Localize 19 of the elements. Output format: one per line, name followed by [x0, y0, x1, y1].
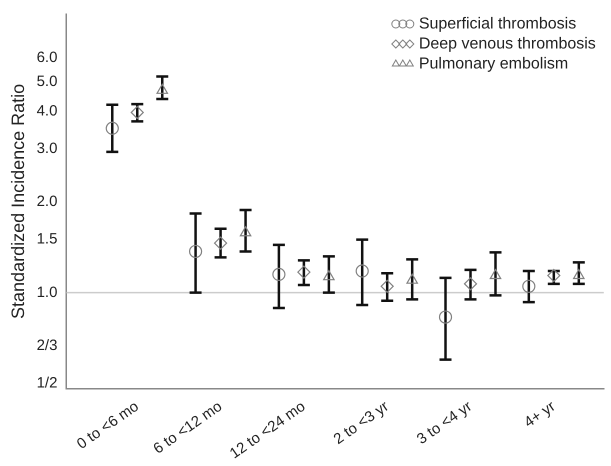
y-tick-label: 1.5	[36, 230, 58, 248]
y-tick-label: 4.0	[36, 102, 58, 120]
x-tick-label: 6 to <12 mo	[150, 398, 226, 458]
y-tick-label: 1/2	[36, 374, 58, 392]
x-tick-label: 4+ yr	[521, 398, 558, 432]
legend-label: Superficial thrombosis	[418, 15, 576, 32]
y-tick-label: 6.0	[36, 49, 58, 66]
y-tick-label: 2/3	[36, 336, 58, 354]
x-tick-label: 2 to <3 yr	[330, 398, 392, 448]
y-tick-label: 1.0	[36, 284, 58, 301]
y-axis-title: Standardized Incidence Ratio	[8, 84, 28, 319]
legend-label: Pulmonary embolism	[418, 55, 568, 72]
x-tick-label: 0 to <6 mo	[74, 398, 142, 453]
y-tick-label: 3.0	[36, 140, 58, 157]
x-tick-label: 3 to <4 yr	[414, 398, 476, 448]
y-tick-label: 2.0	[36, 193, 58, 210]
legend-label: Deep venous thrombosis	[418, 35, 596, 52]
y-tick-label: 5.0	[36, 73, 58, 90]
x-tick-label: 12 to <24 mo	[226, 398, 309, 462]
